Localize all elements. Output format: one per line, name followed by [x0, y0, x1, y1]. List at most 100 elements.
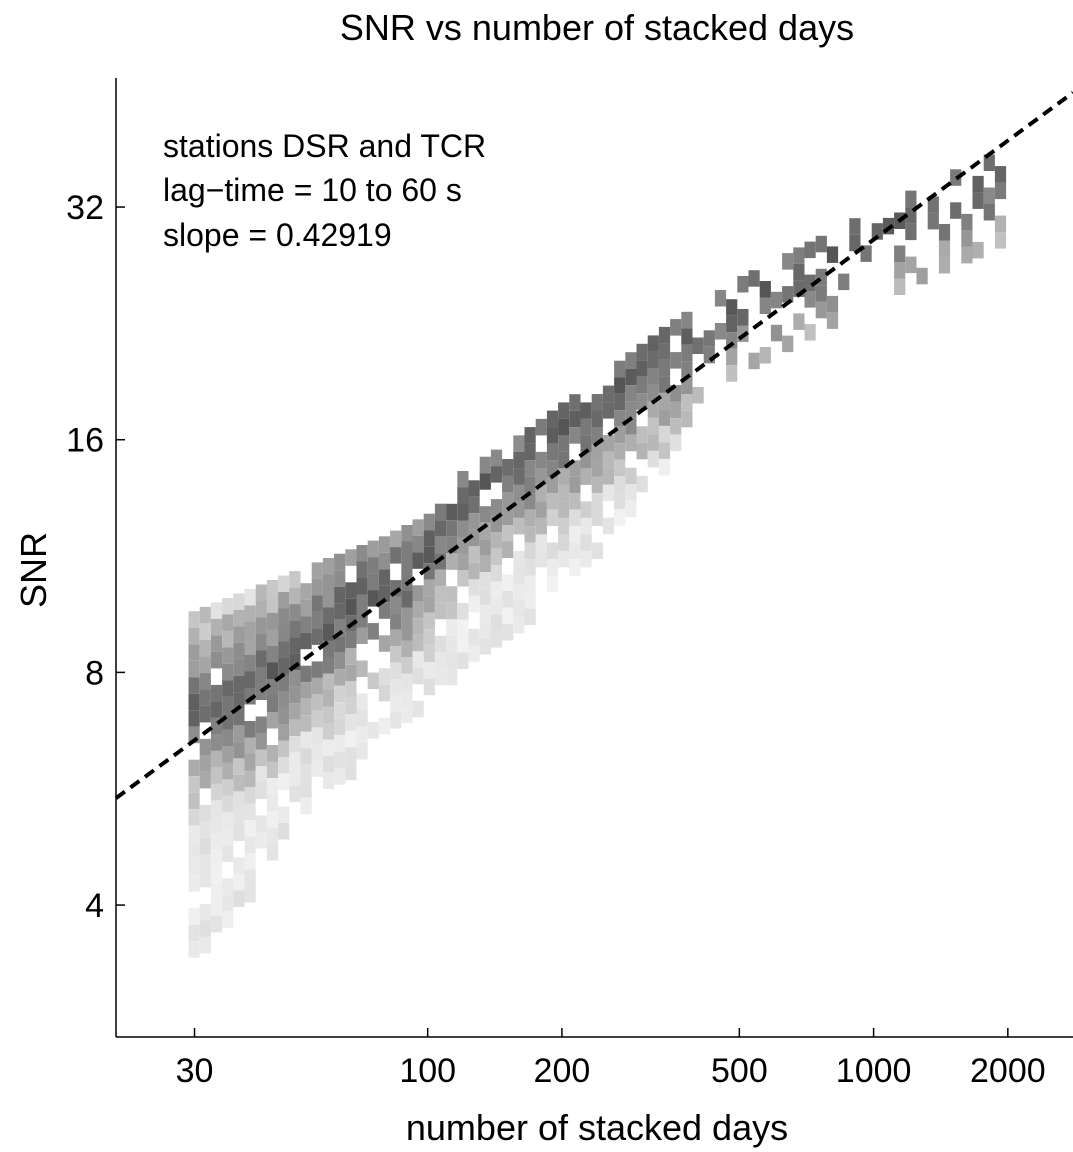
density-cell — [905, 256, 917, 274]
density-cell — [266, 695, 279, 712]
density-cell — [233, 774, 245, 792]
density-cell — [322, 574, 335, 591]
density-cell — [244, 886, 256, 903]
density-cell — [748, 270, 760, 287]
density-cell — [222, 746, 234, 763]
density-cell — [558, 501, 570, 518]
density-cell — [546, 476, 559, 494]
density-cell — [580, 451, 592, 469]
density-cell — [278, 625, 290, 642]
density-cell — [434, 553, 447, 570]
density-cell — [233, 593, 245, 610]
density-cell — [838, 273, 850, 291]
density-cell — [266, 662, 279, 679]
density-cell — [222, 597, 234, 615]
density-cell — [446, 536, 458, 554]
density-cell — [569, 427, 581, 444]
density-cell — [311, 628, 323, 645]
density-cell — [334, 735, 346, 752]
density-cell — [244, 688, 256, 705]
density-cell — [905, 207, 917, 224]
density-cell — [334, 669, 346, 686]
density-cell — [580, 517, 592, 535]
density-cell — [546, 493, 559, 510]
density-cell — [210, 783, 223, 801]
density-cell — [266, 596, 279, 613]
density-cell — [255, 617, 267, 634]
density-cell — [345, 714, 357, 731]
density-cell — [401, 558, 413, 575]
density-cell — [759, 297, 771, 314]
density-cell — [345, 730, 357, 748]
density-cell — [222, 647, 234, 664]
density-cell — [210, 618, 223, 636]
density-cell — [278, 592, 290, 609]
density-cell — [378, 536, 391, 553]
density-cell — [490, 449, 503, 467]
density-cell — [255, 749, 267, 766]
x-tick-label: 2000 — [970, 1052, 1046, 1090]
density-cell — [367, 540, 379, 558]
y-tick-label: 8 — [85, 654, 104, 692]
density-cell — [378, 585, 391, 603]
density-cell — [726, 365, 738, 382]
density-cell — [222, 630, 234, 648]
density-cell — [580, 402, 592, 419]
x-tick-label: 100 — [399, 1052, 456, 1090]
density-cell — [502, 459, 514, 476]
density-cell — [255, 766, 267, 783]
density-cell — [524, 608, 536, 626]
density-cell — [289, 686, 301, 704]
density-cell — [278, 823, 290, 840]
density-cell — [322, 723, 335, 740]
density-cell — [513, 501, 525, 518]
density-cell — [793, 313, 805, 330]
density-cell — [244, 721, 256, 738]
density-cell — [625, 368, 637, 386]
density-cell — [434, 635, 447, 653]
density-cell — [222, 729, 234, 747]
density-cell — [334, 619, 346, 637]
density-cell — [222, 614, 234, 631]
density-cell — [356, 726, 368, 743]
density-cell — [244, 754, 256, 771]
density-cell — [770, 324, 783, 342]
density-cell — [658, 326, 671, 344]
density-cell — [569, 476, 581, 494]
density-cell — [199, 854, 211, 871]
density-cell — [804, 324, 816, 341]
density-cell — [625, 352, 637, 369]
density-cell — [658, 458, 671, 476]
tick-group: 30 100 200 500 1000 2000 4 8 16 32 — [66, 189, 1045, 1090]
density-cell — [759, 281, 771, 298]
density-cell — [233, 890, 245, 907]
density-cell — [300, 599, 312, 617]
density-cell — [210, 651, 223, 669]
density-cell — [199, 623, 211, 640]
density-cell — [266, 794, 279, 811]
density-cell — [390, 695, 402, 713]
density-cell — [804, 291, 816, 308]
density-cell — [513, 435, 525, 452]
density-cell — [468, 595, 480, 613]
density-cell — [625, 401, 637, 419]
density-cell — [658, 376, 671, 393]
density-cell — [412, 618, 424, 635]
x-tick-label: 200 — [534, 1052, 591, 1090]
density-cell — [670, 319, 682, 336]
density-cell — [345, 763, 357, 781]
density-cell — [591, 460, 603, 477]
density-cell — [334, 718, 346, 736]
density-cell — [726, 299, 738, 316]
density-cell — [535, 550, 547, 568]
density-cell — [446, 668, 458, 686]
density-cell — [322, 640, 335, 657]
density-cell — [490, 598, 503, 615]
density-cell — [490, 565, 503, 582]
density-cell — [356, 545, 368, 562]
density-cell — [457, 636, 469, 653]
density-cell — [210, 734, 223, 751]
density-cell — [938, 257, 951, 274]
density-cell — [188, 710, 200, 727]
density-cell — [658, 359, 671, 377]
